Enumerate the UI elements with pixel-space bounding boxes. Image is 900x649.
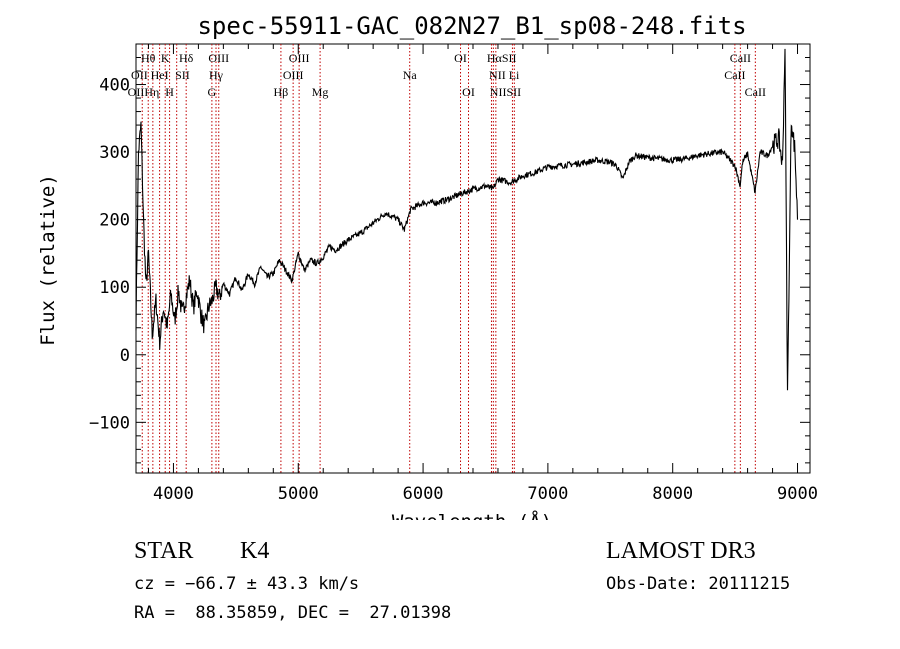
line-annotation: HαSII — [487, 51, 517, 65]
line-annotation: G — [208, 85, 217, 99]
line-annotation: Mg — [312, 85, 329, 99]
line-annotation: OIII — [283, 68, 304, 82]
line-annotation: H — [165, 85, 174, 99]
line-annotations: Hθ K Hδ OIII OIII OI HαSII CaII OII HeI SII Hγ OIII N… — [128, 51, 766, 99]
line-annotation: NIISII — [490, 85, 521, 99]
line-annotation: K — [161, 51, 170, 65]
y-tick-label: 300 — [99, 143, 130, 163]
line-annotation: CaII — [730, 51, 751, 65]
line-annotation: Hγ — [209, 68, 224, 82]
survey-label: LAMOST DR3 — [606, 538, 756, 564]
x-tick-label: 5000 — [278, 484, 319, 504]
line-annotation: Hδ — [179, 51, 194, 65]
line-annotation: Hβ — [274, 85, 289, 99]
line-annotation: OIII — [208, 51, 229, 65]
axes: 4000 5000 6000 7000 8000 9000 −100 0 100 200 300 40… — [89, 44, 818, 504]
x-tick-label: 8000 — [652, 484, 693, 504]
line-annotation: OIII — [289, 51, 310, 65]
line-annotation: CaII — [724, 68, 745, 82]
line-annotation: SII — [175, 68, 190, 82]
line-annotation: CaII — [745, 85, 766, 99]
line-annotation: NII Li — [489, 68, 520, 82]
y-tick-label: −100 — [89, 413, 130, 433]
line-annotation: OIIHη — [128, 85, 160, 99]
plot-frame — [135, 43, 811, 474]
emission-line-markers — [141, 44, 756, 473]
line-annotation: Hθ — [141, 51, 156, 65]
subclass-label: K4 — [240, 538, 270, 564]
obs-date-readout: Obs-Date: 20111215 — [606, 574, 791, 594]
coordinates-readout: RA = 88.35859, DEC = 27.01398 — [134, 603, 452, 623]
chart-title: spec-55911-GAC_082N27_B1_sp08-248.fits — [197, 12, 746, 40]
y-axis-label: Flux (relative) — [37, 174, 59, 346]
line-annotation: OII — [131, 68, 148, 82]
y-tick-label: 100 — [99, 278, 130, 298]
y-tick-label: 200 — [99, 211, 130, 231]
class-label: STAR — [134, 538, 194, 564]
line-annotation: Na — [403, 68, 418, 82]
line-annotation: OI — [454, 51, 467, 65]
line-annotation: HeI — [151, 68, 169, 82]
x-tick-label: 6000 — [403, 484, 444, 504]
line-annotation: OI — [462, 85, 475, 99]
x-axis-label: Wavelength (Å) — [392, 510, 552, 520]
x-tick-label: 7000 — [527, 484, 568, 504]
x-tick-label: 4000 — [153, 484, 194, 504]
redshift-readout: cz = −66.7 ± 43.3 km/s — [134, 574, 360, 594]
spectrum-chart: spec-55911-GAC_082N27_B1_sp08-248.fits H… — [37, 12, 818, 520]
y-tick-label: 400 — [99, 76, 130, 96]
flux-series-line — [135, 48, 799, 391]
x-tick-label: 9000 — [777, 484, 818, 504]
y-tick-label: 0 — [120, 346, 130, 366]
